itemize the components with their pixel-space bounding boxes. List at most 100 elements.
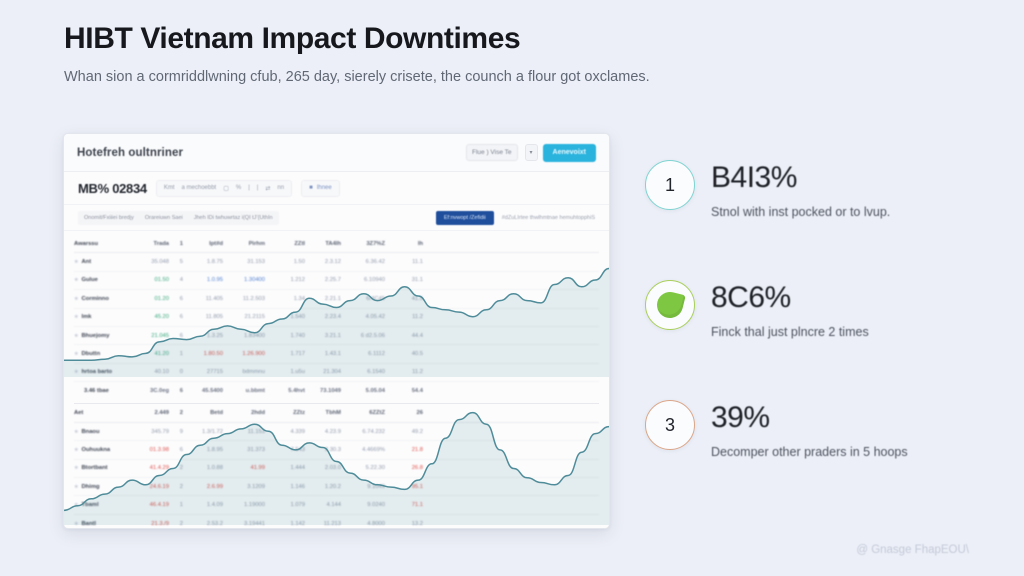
table-cell: 6.36.42: [365, 259, 385, 266]
row-label: Dbuttn: [81, 351, 101, 358]
row-name: ★ Btortbant: [74, 465, 138, 471]
dashboard-card: Hotefreh oultnriner Flue ) Vise Te ▾ Aen…: [63, 133, 610, 529]
ticker-tool-0[interactable]: Kmt: [163, 185, 175, 191]
ticker-save-button[interactable]: ■ Ihnee: [301, 179, 340, 197]
table-row[interactable]: ★ Bantl 21.3./9 2 2.53.2 3.19441 1.142 11.213 4.…: [74, 515, 599, 528]
table-cell: 2: [179, 483, 183, 490]
star-icon[interactable]: ★: [74, 465, 79, 472]
star-icon[interactable]: ★: [74, 314, 79, 321]
table-cell: 2.3.12: [324, 259, 341, 266]
table-cell: 1.50: [293, 259, 305, 266]
table-cell: 27715: [206, 369, 223, 376]
table-row[interactable]: ★ Ouhuukna 01.3.98 6 1.8.95 31.373 7.543 3.30.3…: [74, 441, 599, 460]
row-name: ★ hrtoa barto: [74, 369, 138, 375]
column-header: Betd: [210, 410, 223, 417]
stat-description: Finck thal just plncre 2 times: [711, 325, 869, 339]
table-row[interactable]: ★ Btortbant 41.4.29 2 1.0.88 41.99 1.444 2.03.0…: [74, 460, 599, 479]
table-header-row: Awarssu Trada 1 Ipt#d Pirhm ZZtI TA4Ih 3Z7%Z Ih: [74, 235, 599, 254]
row-label: Bnaou: [81, 428, 100, 435]
star-icon[interactable]: ★: [74, 332, 79, 339]
summary-cell: 5.05.04: [365, 388, 385, 395]
table-row[interactable]: ★ Gulue 01.50 4 1.0.95 1.30400 1.212 2.25.7 6.10…: [74, 272, 599, 291]
star-icon[interactable]: ★: [74, 295, 79, 302]
chip-muted[interactable]: #dZuLIrtee thwlhmtnae hemuhtopphiS: [501, 214, 595, 221]
ticker-tool-3[interactable]: %: [235, 185, 242, 191]
card-title: Hotefreh oultnriner: [77, 146, 184, 159]
table-cell: 1.0.88: [206, 465, 223, 472]
table-row[interactable]: ★ Imk 45.20 6 11.805 21.2115 1.540 2.23.4 4.05.4…: [74, 309, 599, 327]
table-cell: 0: [179, 369, 183, 376]
table-cell: 1.19000: [244, 502, 265, 509]
column-header: 1: [179, 240, 183, 247]
table-row[interactable]: ★ Dbuttn 41.20 1 1.80.50 1.26.900 1.717 1.43.1 6…: [74, 345, 599, 364]
column-header: TbhM: [325, 410, 341, 417]
chip-left-0[interactable]: Onomit/Fxiiiei bredjy: [84, 214, 134, 221]
table-row[interactable]: ★ Corminno 01.20 6 11.405 11.2.503 1.34 2.21.1 6…: [74, 290, 599, 309]
primary-action-button[interactable]: Aenevoixt: [542, 143, 596, 162]
summary-cell: 3C.0eg: [149, 388, 169, 395]
card-body: Awarssu Trada 1 Ipt#d Pirhm ZZtI TA4Ih 3Z7%Z Ih ★…: [64, 231, 609, 528]
column-header: ZZtI: [294, 240, 305, 247]
summary-label: 3.46 tbae: [84, 388, 109, 395]
row-name: ★ Ant: [74, 259, 138, 265]
badge-number: 3: [664, 414, 675, 435]
stat-text: 39% Decomper other praders in 5 hoops: [711, 400, 908, 459]
table-row[interactable]: ★ Ant 35.048 5 1.8.75 31.153 1.50 2.3.12 6.36.42…: [74, 253, 599, 272]
chevron-down-icon[interactable]: ▾: [524, 144, 538, 161]
table-row[interactable]: ★ hrtoa barto 40.10 0 27715 bdmmnu 1.u5u 21.304…: [74, 364, 599, 383]
star-icon[interactable]: ★: [74, 259, 79, 266]
table-cell: 1.8.95: [206, 446, 223, 453]
star-icon[interactable]: ★: [74, 446, 79, 453]
table-row[interactable]: ★ Bnaou 345.79 9 1.3/1.72 11.153 4.339 4.23.9 6.…: [74, 423, 599, 442]
star-icon[interactable]: ★: [74, 369, 79, 376]
stat-value: 8C6%: [711, 281, 791, 314]
table-row[interactable]: ★ Dhimg 24.6.19 2 2.6.99 3.1209 1.146 1.20.2 9.1…: [74, 478, 599, 497]
stat-text: B4I3% Stnol with inst pocked or to lvup.: [711, 160, 890, 219]
table-cell: 3.21.1: [324, 332, 341, 339]
filter-select[interactable]: Flue ) Vise Te: [466, 144, 518, 161]
page-subtitle: Whan sion a cormriddlwning cfub, 265 day…: [64, 69, 650, 85]
column-header-name: Aet: [74, 410, 84, 417]
ticker-tool-1[interactable]: a mechoebbt: [181, 185, 217, 191]
filter-chips-row: Onomit/Fxiiiei bredjy Orareiuwn Saei Jhe…: [64, 205, 609, 231]
table-summary-row: 3.46 tbae 3C.0eg 6 45.5400 u.bbmt 5.4hvt 73.10…: [74, 382, 599, 400]
ticker-tool-4[interactable]: |: [248, 185, 250, 191]
ticker-tool-5[interactable]: |: [256, 185, 259, 191]
table-row[interactable]: ★ Bhuejomy 21.045 6 1.3.25 1.83400 1.740 3.21.1…: [74, 327, 599, 346]
table-cell: 44.4: [411, 332, 423, 339]
table-cell: 1.3.25: [206, 332, 223, 339]
table-cell: 31.373: [247, 446, 265, 453]
row-name: ★ Bantl: [74, 521, 138, 527]
table-cell: 1.3/1.72: [202, 428, 223, 435]
column-header: Pirhm: [248, 240, 265, 247]
watermark: @ Gnasge FhapEOU\: [856, 544, 969, 556]
stat-text: 8C6% Finck thal just plncre 2 times: [711, 280, 869, 339]
data-table[interactable]: Awarssu Trada 1 Ipt#d Pirhm ZZtI TA4Ih 3Z7%Z Ih ★…: [64, 231, 609, 528]
star-icon[interactable]: ★: [74, 428, 79, 435]
chip-active[interactable]: Ef:nvwopt /Zefidii: [435, 210, 494, 225]
ticker-tools[interactable]: Kmt a mechoebbt ▢ % | | ⇄ nn: [155, 179, 293, 197]
star-icon[interactable]: ★: [74, 520, 79, 527]
chip-group-left[interactable]: Onomit/Fxiiiei bredjy Orareiuwn Saei Jhe…: [78, 210, 279, 225]
star-icon[interactable]: ★: [74, 351, 79, 358]
star-icon[interactable]: ★: [74, 483, 79, 490]
ticker-tool-7[interactable]: nn: [277, 185, 285, 191]
badge-number: 1: [664, 174, 675, 195]
table-cell: 1.540: [290, 314, 305, 321]
column-header: 2: [179, 410, 183, 417]
table-cell: 1.u5u: [290, 369, 305, 376]
table-cell: 41.4.29: [149, 465, 169, 472]
ticker-tool-6[interactable]: ⇄: [265, 185, 271, 192]
table-cell: 5.22.30: [365, 465, 385, 472]
row-label: Bantl: [81, 520, 96, 527]
chip-left-2[interactable]: Jheh IDi twhuwrtaz i(QI tJ’{UthIn: [193, 214, 273, 221]
stats-list: 1 B4I3% Stnol with inst pocked or to lvup.…: [645, 160, 995, 520]
table-cell: 41.99: [250, 465, 265, 472]
star-icon[interactable]: ★: [74, 502, 79, 509]
star-icon[interactable]: ★: [74, 277, 79, 284]
chip-left-1[interactable]: Orareiuwn Saei: [144, 214, 183, 221]
ticker-tool-2[interactable]: ▢: [223, 185, 229, 192]
row-label: Bhuejomy: [81, 332, 110, 339]
table-cell: 4.4669%: [362, 446, 385, 453]
table-row[interactable]: ★ Tbaml 46.4.19 1 1.4.09 1.19000 1.079 4.144 9.0…: [74, 496, 599, 515]
